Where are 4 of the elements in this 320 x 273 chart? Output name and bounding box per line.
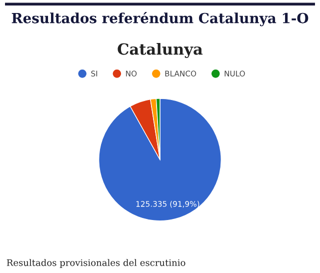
- chart-subtitle: Catalunya: [118, 43, 203, 58]
- pie-slice: [98, 98, 222, 222]
- text: Resultados provisionales del escrutinio: [6, 259, 186, 268]
- chart-title: Resultados referéndum Catalunya 1-O: [12, 12, 308, 26]
